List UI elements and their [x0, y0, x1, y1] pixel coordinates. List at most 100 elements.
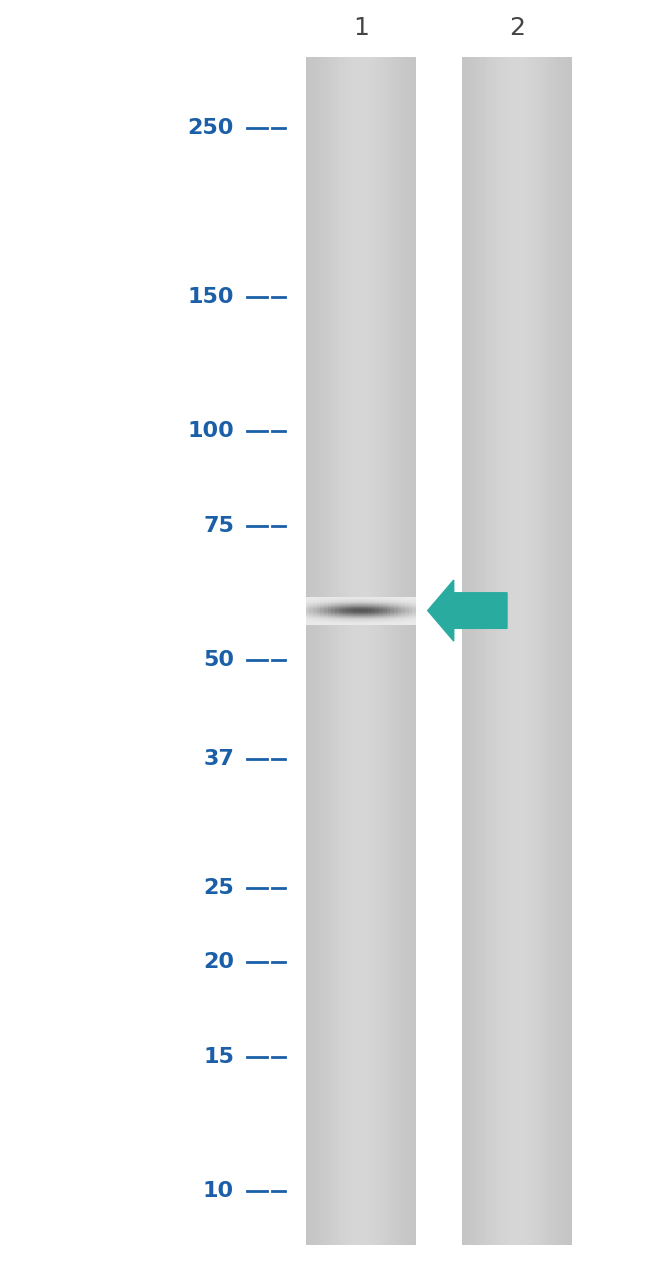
Bar	[537, 57, 539, 1245]
Bar	[409, 57, 411, 1245]
Text: 50: 50	[203, 649, 234, 669]
Bar	[489, 57, 491, 1245]
Bar	[502, 57, 504, 1245]
Bar	[376, 57, 377, 1245]
Bar	[528, 57, 530, 1245]
Bar	[495, 57, 497, 1245]
Bar	[344, 57, 346, 1245]
Bar	[348, 57, 350, 1245]
Bar	[521, 57, 523, 1245]
Bar	[389, 57, 390, 1245]
Bar	[556, 57, 557, 1245]
Bar	[412, 57, 414, 1245]
Bar	[361, 57, 363, 1245]
Bar	[343, 57, 344, 1245]
Bar	[390, 57, 392, 1245]
Bar	[320, 57, 322, 1245]
Bar	[519, 57, 521, 1245]
Text: 2: 2	[509, 17, 525, 39]
Text: 25: 25	[203, 879, 234, 898]
Bar	[532, 57, 534, 1245]
Bar	[363, 57, 365, 1245]
Text: 20: 20	[203, 952, 234, 972]
Bar	[476, 57, 478, 1245]
Bar	[311, 57, 313, 1245]
Bar	[482, 57, 484, 1245]
Bar	[563, 57, 565, 1245]
Bar	[471, 57, 473, 1245]
Bar	[381, 57, 383, 1245]
Bar	[530, 57, 532, 1245]
Bar	[318, 57, 320, 1245]
Bar	[467, 57, 469, 1245]
Bar	[545, 57, 546, 1245]
Bar	[534, 57, 535, 1245]
Bar	[328, 57, 330, 1245]
Bar	[469, 57, 471, 1245]
Bar	[565, 57, 567, 1245]
Bar	[480, 57, 482, 1245]
Bar	[504, 57, 506, 1245]
Text: 75: 75	[203, 516, 234, 536]
Bar	[367, 57, 368, 1245]
Bar	[306, 57, 307, 1245]
Text: 10: 10	[203, 1181, 234, 1201]
Bar	[539, 57, 541, 1245]
Bar	[493, 57, 495, 1245]
Bar	[332, 57, 333, 1245]
Text: 100: 100	[187, 420, 234, 441]
Bar	[488, 57, 489, 1245]
Bar	[401, 57, 403, 1245]
Bar	[513, 57, 515, 1245]
Bar	[463, 57, 465, 1245]
Bar	[313, 57, 315, 1245]
Bar	[462, 57, 463, 1245]
Bar	[355, 57, 357, 1245]
Bar	[394, 57, 396, 1245]
Bar	[315, 57, 317, 1245]
Bar	[548, 57, 550, 1245]
Bar	[566, 57, 568, 1245]
Bar	[398, 57, 400, 1245]
Bar	[550, 57, 552, 1245]
Bar	[379, 57, 381, 1245]
Bar	[309, 57, 311, 1245]
Bar	[499, 57, 500, 1245]
Bar	[497, 57, 499, 1245]
Bar	[337, 57, 339, 1245]
Bar	[399, 57, 401, 1245]
Bar	[368, 57, 370, 1245]
Text: 37: 37	[203, 749, 234, 768]
Bar	[330, 57, 332, 1245]
Bar	[403, 57, 405, 1245]
Bar	[552, 57, 554, 1245]
Bar	[392, 57, 394, 1245]
Bar	[535, 57, 537, 1245]
Bar	[500, 57, 502, 1245]
Bar	[526, 57, 528, 1245]
Bar	[465, 57, 467, 1245]
Bar	[383, 57, 385, 1245]
Bar	[405, 57, 407, 1245]
Bar	[335, 57, 337, 1245]
Bar	[491, 57, 493, 1245]
Bar	[372, 57, 374, 1245]
Bar	[511, 57, 513, 1245]
Bar	[473, 57, 474, 1245]
Bar	[359, 57, 361, 1245]
Bar	[478, 57, 480, 1245]
Bar	[523, 57, 524, 1245]
Bar	[554, 57, 556, 1245]
Bar	[517, 57, 519, 1245]
Bar	[486, 57, 488, 1245]
Bar	[510, 57, 512, 1245]
Bar	[561, 57, 563, 1245]
Bar	[350, 57, 352, 1245]
Bar	[543, 57, 545, 1245]
Bar	[322, 57, 324, 1245]
Bar	[508, 57, 510, 1245]
Bar	[387, 57, 389, 1245]
Bar	[357, 57, 359, 1245]
Bar	[474, 57, 476, 1245]
Bar	[411, 57, 412, 1245]
